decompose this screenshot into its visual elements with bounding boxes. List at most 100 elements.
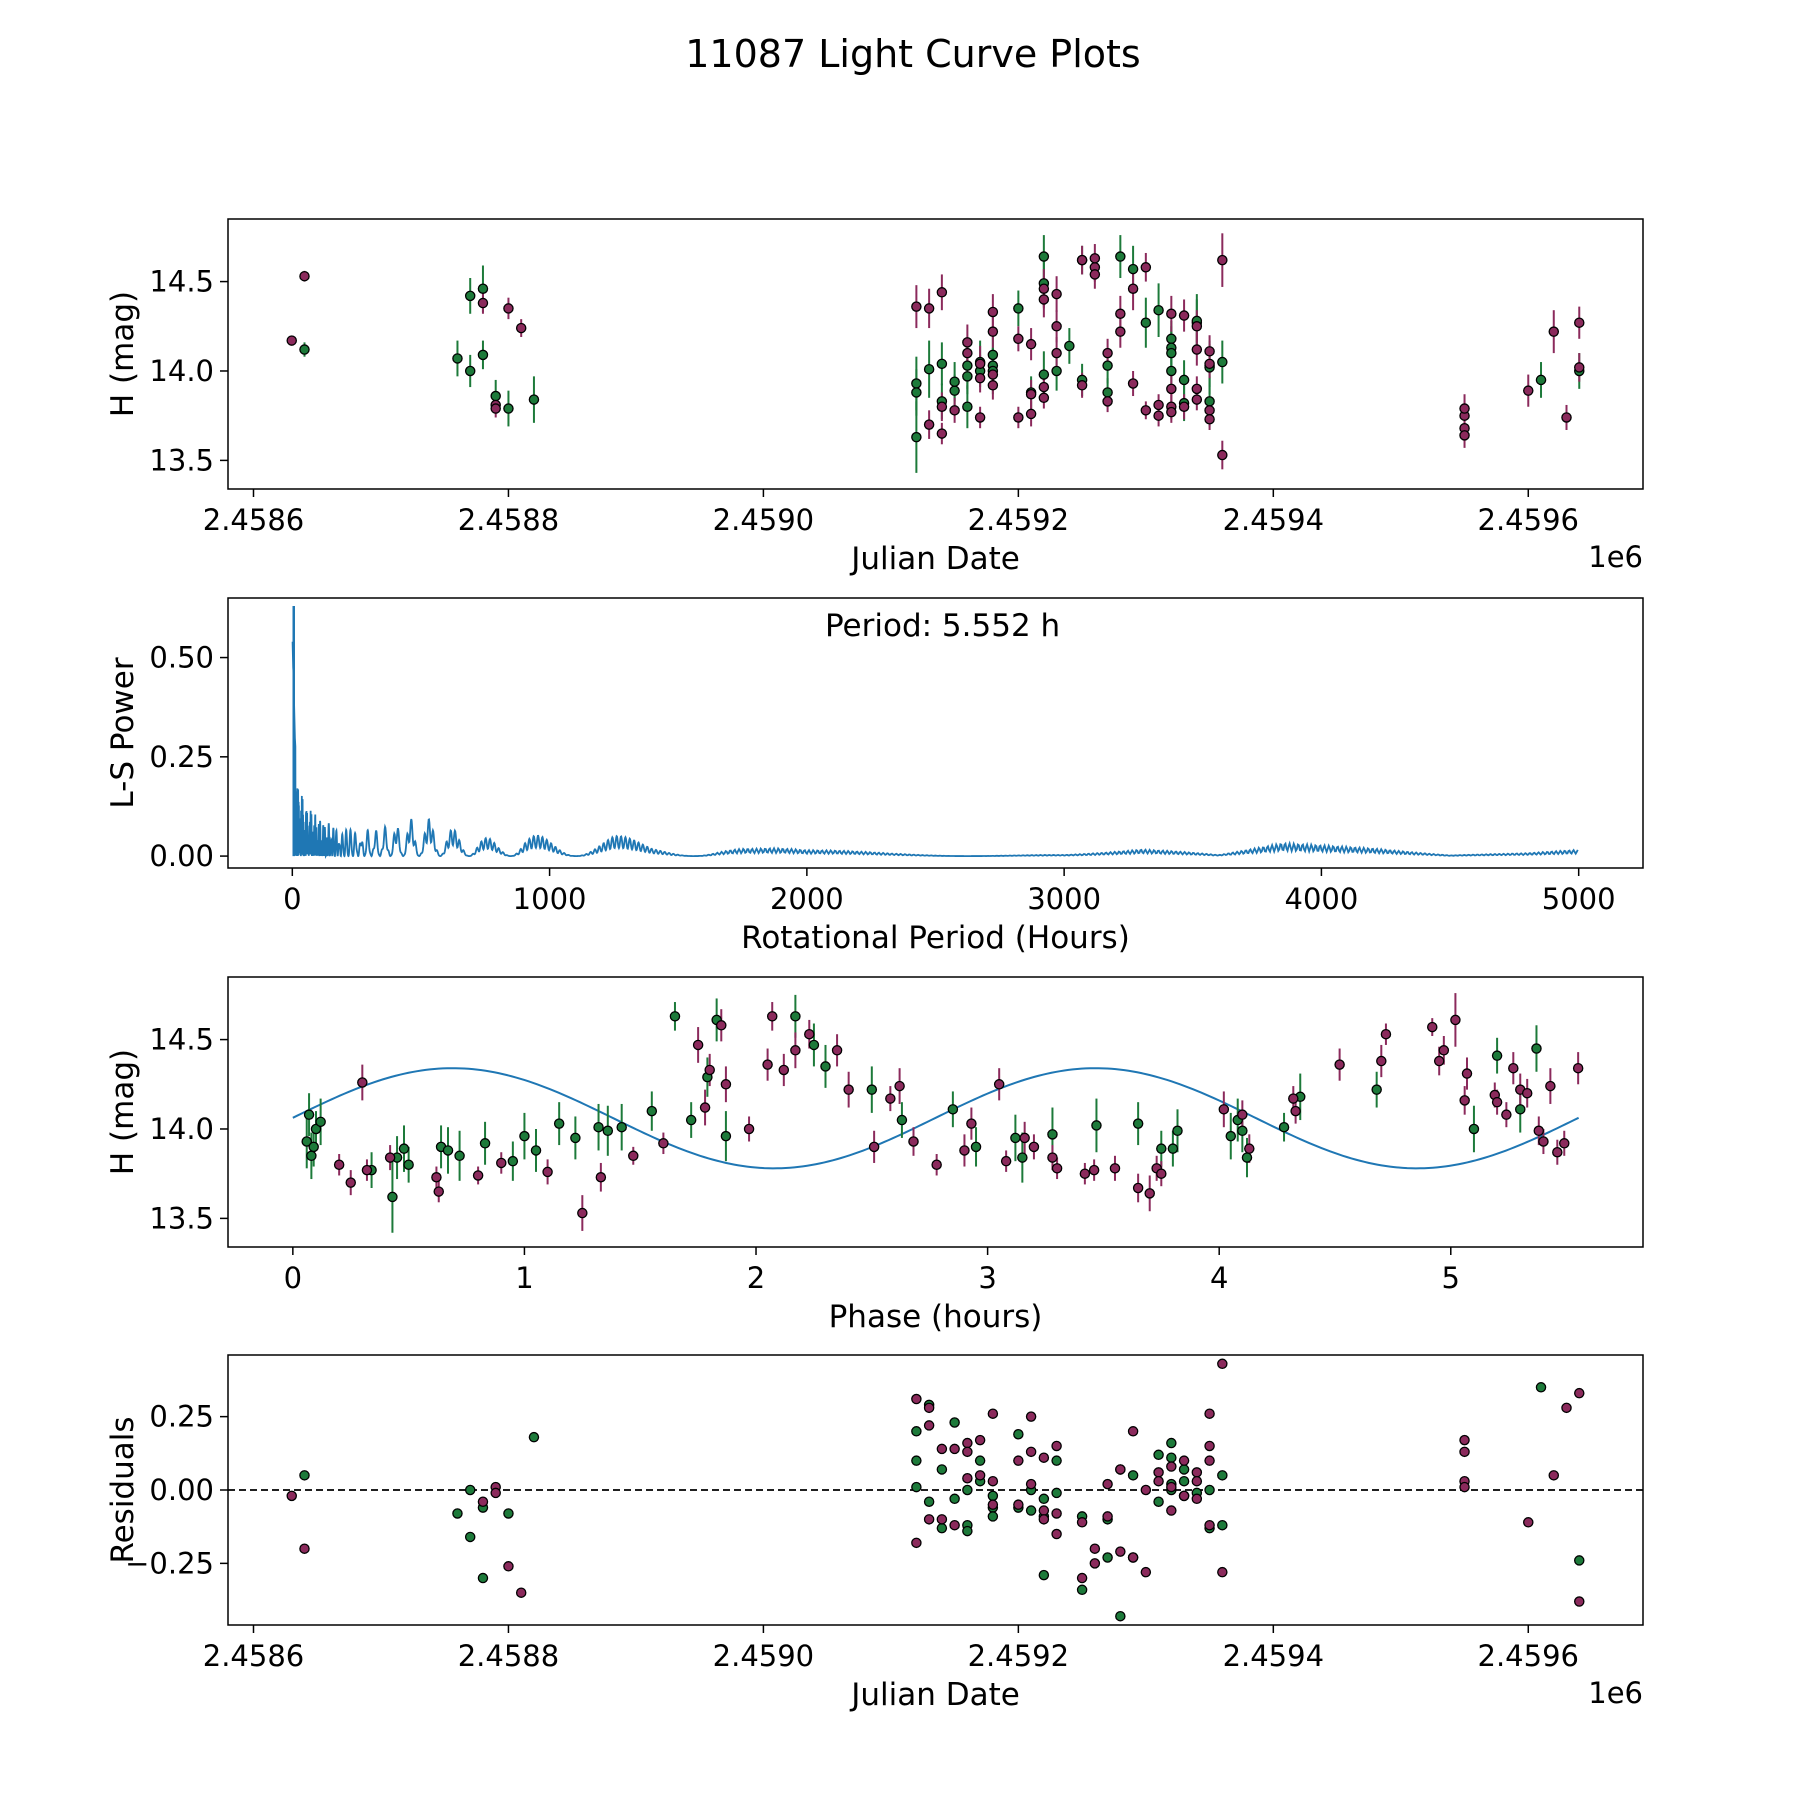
data-point <box>1153 304 1164 316</box>
data-point <box>923 1402 935 1414</box>
data-point <box>1115 1610 1126 1622</box>
data-point <box>477 1572 489 1584</box>
data-point <box>911 1537 922 1549</box>
data-point <box>1013 1499 1024 1510</box>
data-point <box>1217 1358 1228 1370</box>
data-point <box>949 1443 960 1455</box>
y-axis-label: H (mag) <box>105 1049 141 1175</box>
data-point <box>974 1434 986 1446</box>
data-point <box>1217 1470 1228 1481</box>
data-point <box>1461 1068 1473 1079</box>
data-point <box>515 1587 527 1598</box>
data-point <box>923 419 935 430</box>
data-point <box>1438 1045 1450 1056</box>
data-point <box>974 412 986 423</box>
data-point <box>1241 1152 1253 1163</box>
data-point <box>1501 1109 1512 1120</box>
data-point <box>923 363 935 375</box>
data-point <box>1025 1478 1037 1490</box>
data-point <box>962 1437 973 1449</box>
data-point <box>1290 1105 1301 1117</box>
data-point <box>1102 347 1113 359</box>
x-tick-label: 2.4588 <box>458 503 559 537</box>
data-point <box>808 1039 820 1051</box>
data-point <box>1559 1138 1570 1149</box>
data-point <box>628 1150 639 1162</box>
data-point <box>1017 1152 1028 1163</box>
data-point <box>936 428 948 439</box>
data-point <box>966 1118 977 1129</box>
data-point <box>1140 1484 1152 1496</box>
data-point <box>1051 1440 1062 1452</box>
data-point <box>1076 1517 1088 1528</box>
data-point <box>1172 1125 1183 1137</box>
data-point <box>1166 347 1177 359</box>
data-point <box>1115 251 1126 262</box>
residuals-panel: 2.4586 2.4588 2.4590 2.4592 2.4594 2.4596 −0.2… <box>105 1354 1644 1713</box>
data-point <box>1217 449 1228 461</box>
data-point <box>1166 383 1177 395</box>
data-point <box>987 380 999 391</box>
data-point <box>1204 1519 1215 1531</box>
x-axis-label: Rotational Period (Hours) <box>741 920 1130 956</box>
x-tick-label: 2.4592 <box>968 1639 1069 1673</box>
data-point <box>1153 1475 1164 1487</box>
data-point <box>1450 1014 1461 1026</box>
data-point <box>923 303 935 314</box>
data-point <box>936 358 948 370</box>
data-point <box>820 1061 831 1072</box>
data-point <box>778 1064 790 1076</box>
data-point <box>1468 1123 1480 1135</box>
data-point <box>577 1207 588 1219</box>
data-point <box>1178 1464 1190 1475</box>
data-point <box>1047 1129 1058 1140</box>
x-tick-label: 4000 <box>1285 882 1359 916</box>
data-point <box>1459 1434 1470 1446</box>
data-point <box>602 1125 614 1137</box>
data-point <box>962 337 973 348</box>
data-point <box>1109 1163 1121 1174</box>
data-point <box>464 1484 476 1496</box>
data-point <box>503 1561 514 1572</box>
data-point <box>720 1079 732 1090</box>
data-point <box>962 1484 973 1496</box>
data-point <box>790 1045 801 1056</box>
data-point <box>301 1136 312 1147</box>
data-point <box>431 1172 442 1183</box>
data-point <box>1561 1402 1572 1414</box>
data-point <box>1038 294 1050 305</box>
data-point <box>477 297 489 309</box>
data-point <box>911 378 922 389</box>
data-point <box>1102 396 1113 407</box>
data-point <box>1204 1440 1215 1452</box>
data-point <box>959 1145 970 1156</box>
data-point <box>1144 1188 1155 1199</box>
data-point <box>1127 1426 1139 1437</box>
data-point <box>987 1490 999 1502</box>
data-point <box>1166 1452 1177 1463</box>
data-point <box>1028 1141 1040 1153</box>
x-tick-label: 2 <box>747 1261 765 1295</box>
data-point <box>1132 1182 1144 1194</box>
x-tick-label: 2000 <box>770 882 844 916</box>
data-point <box>974 372 986 384</box>
data-point <box>1376 1055 1387 1067</box>
data-point <box>433 1186 444 1197</box>
data-point <box>477 1496 489 1507</box>
axes-frame <box>227 597 1644 869</box>
data-point <box>1140 262 1152 273</box>
data-point <box>962 401 973 412</box>
data-point <box>1217 1519 1228 1531</box>
data-point <box>911 1426 922 1437</box>
data-point <box>1204 405 1215 416</box>
data-point <box>299 270 310 282</box>
data-point <box>1076 1584 1088 1596</box>
data-point <box>704 1064 715 1076</box>
data-point <box>1127 378 1139 389</box>
data-point <box>936 1443 948 1455</box>
data-point <box>1051 288 1062 300</box>
data-point <box>1166 406 1177 418</box>
data-point <box>1153 1496 1164 1507</box>
x-tick-label: 2.4596 <box>1478 1639 1579 1673</box>
data-point <box>1459 403 1470 414</box>
